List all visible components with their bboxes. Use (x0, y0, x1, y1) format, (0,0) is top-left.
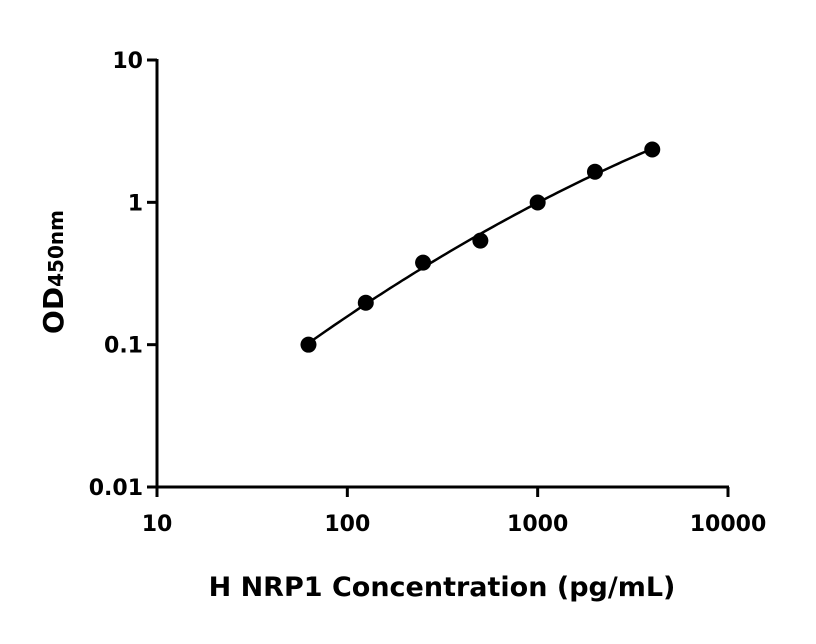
y-axis-label: OD450nm (37, 210, 70, 334)
y-axis-label-main: OD (37, 287, 70, 334)
data-point (586, 163, 603, 180)
y-axis-label-subscript: 450nm (44, 210, 68, 287)
x-tick-label: 1000 (507, 512, 568, 537)
data-point (472, 232, 489, 249)
data-point (644, 141, 661, 158)
data-point (300, 336, 317, 353)
data-point (415, 254, 432, 271)
x-tick-label: 100 (324, 512, 370, 537)
y-tick-label: 0.01 (89, 476, 143, 501)
x-tick-label: 10 (142, 512, 173, 537)
y-tick-label: 1 (128, 191, 143, 216)
data-point (357, 294, 374, 311)
x-tick-label: 10000 (690, 512, 767, 537)
axes: 0.01 0.1 1 10 10 100 1000 10000 (89, 49, 767, 537)
data-points (300, 141, 661, 353)
x-axis-label: H NRP1 Concentration (pg/mL) (209, 572, 676, 603)
y-tick-label: 0.1 (104, 334, 143, 359)
y-tick-label: 10 (112, 49, 143, 74)
data-point (529, 194, 546, 211)
